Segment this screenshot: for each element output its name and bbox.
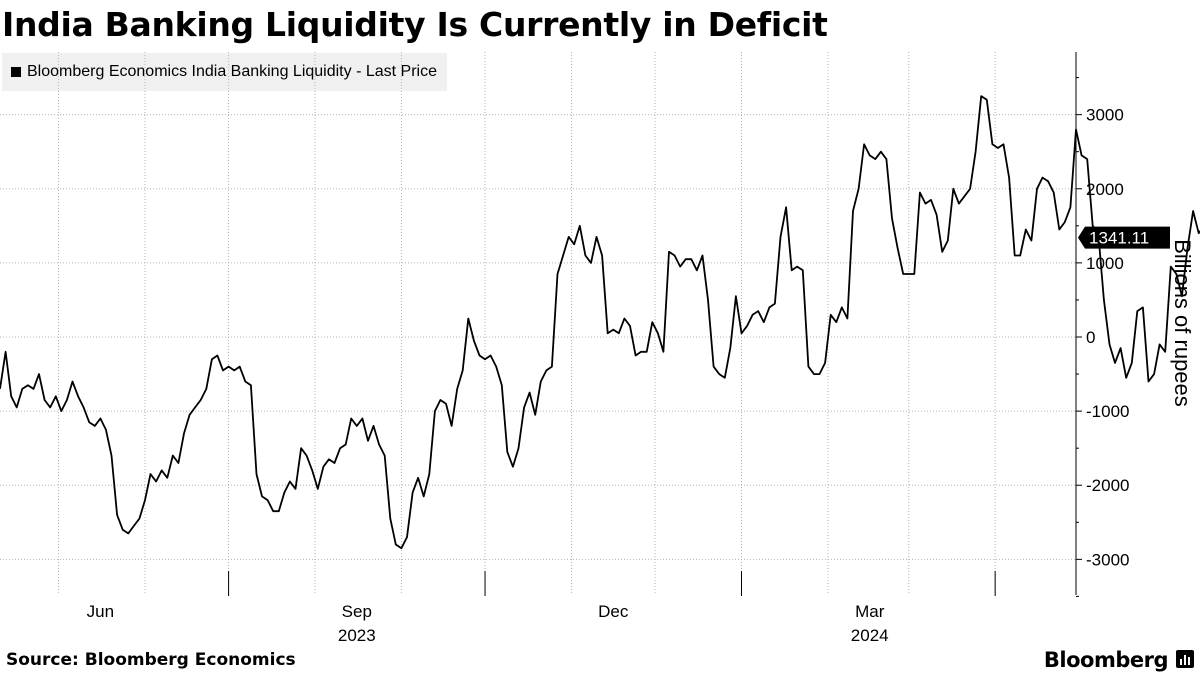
y-tick-label: -3000 (1086, 550, 1129, 569)
x-tick-label: Mar (855, 602, 885, 621)
bloomberg-logo: Bloomberg (1043, 648, 1169, 672)
y-tick-label: -1000 (1086, 402, 1129, 421)
x-year-label: 2023 (338, 626, 376, 645)
source-note: Source: Bloomberg Economics (6, 650, 296, 670)
y-tick-label: 0 (1086, 328, 1095, 347)
bloomberg-mark-icon (1176, 650, 1194, 668)
y-tick-label: 3000 (1086, 106, 1124, 125)
y-axis-label: Billions of rupees (1170, 239, 1195, 407)
last-value-flag (1078, 226, 1170, 249)
last-value-label: 1341.11 (1089, 229, 1149, 248)
legend-swatch (11, 67, 21, 77)
x-tick-label: Jun (87, 602, 114, 621)
chart-title: India Banking Liquidity Is Currently in … (2, 5, 828, 44)
y-tick-label: 1000 (1086, 254, 1124, 273)
legend: Bloomberg Economics India Banking Liquid… (2, 53, 447, 91)
series-line (0, 95, 1200, 550)
x-tick-label: Sep (342, 602, 372, 621)
x-year-label: 2024 (851, 626, 889, 645)
y-tick-label: -2000 (1086, 476, 1129, 495)
legend-label: Bloomberg Economics India Banking Liquid… (27, 63, 437, 80)
y-tick-label: 2000 (1086, 180, 1124, 199)
x-tick-label: Dec (598, 602, 629, 621)
